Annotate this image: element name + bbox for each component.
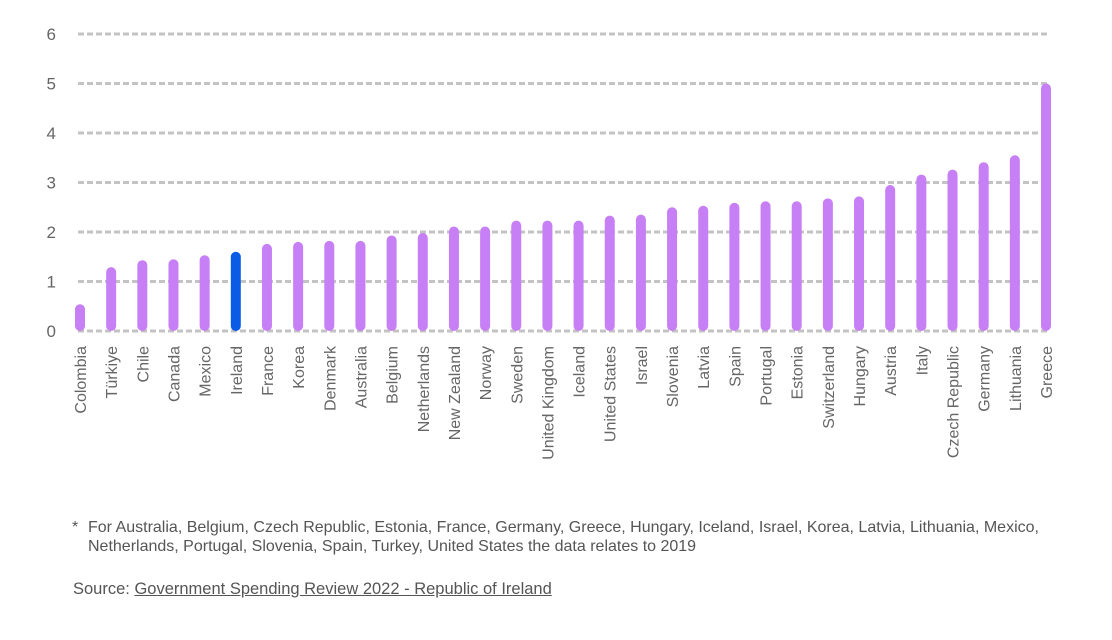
x-tick-label: Spain xyxy=(727,346,744,387)
bar-portugal xyxy=(760,201,771,331)
x-tick-label: Norway xyxy=(478,346,495,400)
x-tick-label: Hungary xyxy=(852,346,869,406)
x-tick-label: Slovenia xyxy=(665,346,682,407)
x-tick-label: Austria xyxy=(883,346,900,396)
x-tick-label: Sweden xyxy=(509,346,526,404)
bar-hungary xyxy=(854,196,865,331)
x-tick-label: Czech Republic xyxy=(946,346,963,458)
x-tick-label: Belgium xyxy=(385,346,402,404)
bar-france xyxy=(261,243,272,331)
bar-lithuania xyxy=(1009,155,1020,331)
y-tick-label: 3 xyxy=(47,174,56,193)
x-tick-label: Portugal xyxy=(759,346,776,406)
x-tick-label: Mexico xyxy=(198,346,215,397)
bar-united-kingdom xyxy=(542,220,553,331)
x-tick-label: United States xyxy=(603,346,620,442)
x-tick-label: France xyxy=(260,346,277,396)
bar-netherlands xyxy=(417,232,428,331)
gridlines xyxy=(78,32,1048,333)
bar-norway xyxy=(480,226,491,331)
bars xyxy=(75,83,1051,331)
bar-italy xyxy=(916,174,927,331)
y-tick-label: 6 xyxy=(47,25,56,44)
bar-t-rkiye xyxy=(106,267,117,331)
bar-canada xyxy=(168,259,179,331)
x-tick-label: Iceland xyxy=(572,346,589,398)
bar-mexico xyxy=(199,255,210,331)
bar-colombia xyxy=(75,304,85,331)
footnote-marker: * xyxy=(72,519,79,536)
bar-chile xyxy=(137,260,148,331)
bar-israel xyxy=(635,214,646,331)
y-axis-ticks: 0 1 2 3 4 5 6 xyxy=(47,25,56,341)
x-tick-label: Australia xyxy=(353,346,370,408)
bar-new-zealand xyxy=(448,226,459,331)
x-tick-label: Switzerland xyxy=(821,346,838,429)
bar-ireland xyxy=(230,251,241,331)
x-tick-label: Latvia xyxy=(696,346,713,389)
x-tick-label: Netherlands xyxy=(416,346,433,432)
bar-united-states xyxy=(604,215,615,331)
x-tick-label: Korea xyxy=(291,346,308,389)
bar-sweden xyxy=(511,220,522,331)
y-tick-label: 0 xyxy=(47,322,56,341)
x-tick-label: Canada xyxy=(166,346,183,402)
source-link[interactable]: Government Spending Review 2022 - Republ… xyxy=(134,580,552,598)
source-line: Source: Government Spending Review 2022 … xyxy=(73,580,552,599)
bar-latvia xyxy=(698,205,709,331)
y-tick-label: 2 xyxy=(47,223,56,242)
x-tick-label: Türkiye xyxy=(104,346,121,399)
bar-estonia xyxy=(791,201,802,331)
x-axis-ticks: Colombia Türkiye Chile Canada Mexico Ireland F… xyxy=(73,345,1056,460)
x-tick-label: Germany xyxy=(977,346,994,412)
bar-austria xyxy=(885,184,896,331)
y-tick-label: 5 xyxy=(47,75,56,94)
x-tick-label: Chile xyxy=(135,346,152,383)
footnote-text: For Australia, Belgium, Czech Republic, … xyxy=(88,519,1039,555)
bar-spain xyxy=(729,202,740,331)
x-tick-label: Lithuania xyxy=(1008,346,1025,411)
bar-czech-republic xyxy=(947,169,958,331)
bar-australia xyxy=(355,240,366,331)
y-tick-label: 1 xyxy=(47,273,56,292)
x-tick-label: New Zealand xyxy=(447,346,464,440)
bar-germany xyxy=(978,162,989,331)
bar-chart: 0 1 2 3 4 5 6 Colombia Türkiye Chile Canada Mexico… xyxy=(47,25,1056,460)
bar-denmark xyxy=(324,240,335,331)
x-tick-label: Denmark xyxy=(322,345,339,411)
x-tick-label: United Kingdom xyxy=(540,346,557,460)
bar-iceland xyxy=(573,220,584,331)
x-tick-label: Estonia xyxy=(790,346,807,399)
bar-korea xyxy=(293,241,304,331)
bar-slovenia xyxy=(667,207,678,331)
x-tick-label: Israel xyxy=(634,346,651,385)
y-tick-label: 4 xyxy=(47,124,56,143)
footnote: * For Australia, Belgium, Czech Republic… xyxy=(72,518,1092,556)
bar-switzerland xyxy=(822,198,833,331)
x-tick-label: Ireland xyxy=(229,346,246,395)
x-tick-label: Greece xyxy=(1039,346,1056,399)
source-label: Source: xyxy=(73,580,135,598)
x-tick-label: Italy xyxy=(914,346,931,375)
x-tick-label: Colombia xyxy=(73,346,90,414)
bar-greece xyxy=(1041,83,1051,331)
bar-belgium xyxy=(386,235,397,331)
